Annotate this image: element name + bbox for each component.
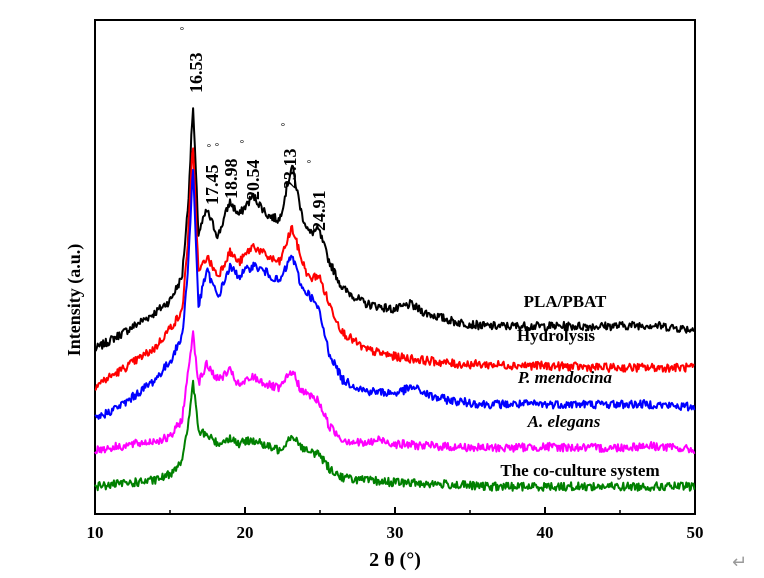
degree-mark: °	[215, 141, 219, 153]
peak-label: 17.45	[202, 165, 222, 206]
return-mark: ↵	[732, 552, 748, 573]
peak-label: 20.54	[243, 160, 263, 201]
curve-label: The co-culture system	[500, 461, 659, 480]
curve-label: Hydrolysis	[517, 326, 595, 345]
x-axis-label: 2 θ (°)	[369, 549, 421, 571]
x-tick-label: 40	[537, 523, 554, 542]
curve-label: PLA/PBAT	[524, 292, 607, 311]
curves	[94, 107, 696, 492]
peak-label: 16.53	[186, 53, 206, 94]
degree-mark: °	[240, 138, 244, 150]
curve-label: P. mendocina	[517, 368, 613, 387]
curve-label: A. elegans	[527, 412, 601, 431]
peak-annotations: 16.53°17.45°18.98°20.54°23.13°24.91°	[180, 25, 329, 231]
series-line	[94, 330, 696, 455]
x-axis-ticks: 10 20 30 40 50	[87, 507, 704, 542]
series-line	[94, 107, 695, 352]
degree-mark: °	[180, 25, 184, 37]
y-axis-label: Intensity (a.u.)	[64, 244, 85, 357]
x-tick-label: 50	[687, 523, 704, 542]
series-line	[94, 379, 696, 492]
peak-label: 23.13	[280, 149, 300, 190]
series-line	[94, 168, 696, 420]
degree-mark: °	[281, 121, 285, 133]
degree-mark: °	[307, 158, 311, 170]
x-tick-label: 20	[237, 523, 254, 542]
degree-mark: °	[207, 142, 211, 154]
curve-labels: PLA/PBAT Hydrolysis P. mendocina A. elegans…	[500, 292, 659, 480]
peak-label: 24.91	[309, 191, 329, 232]
x-tick-label: 10	[87, 523, 104, 542]
peak-label: 18.98	[221, 159, 241, 200]
x-tick-label: 30	[387, 523, 404, 542]
series-line	[94, 147, 695, 391]
